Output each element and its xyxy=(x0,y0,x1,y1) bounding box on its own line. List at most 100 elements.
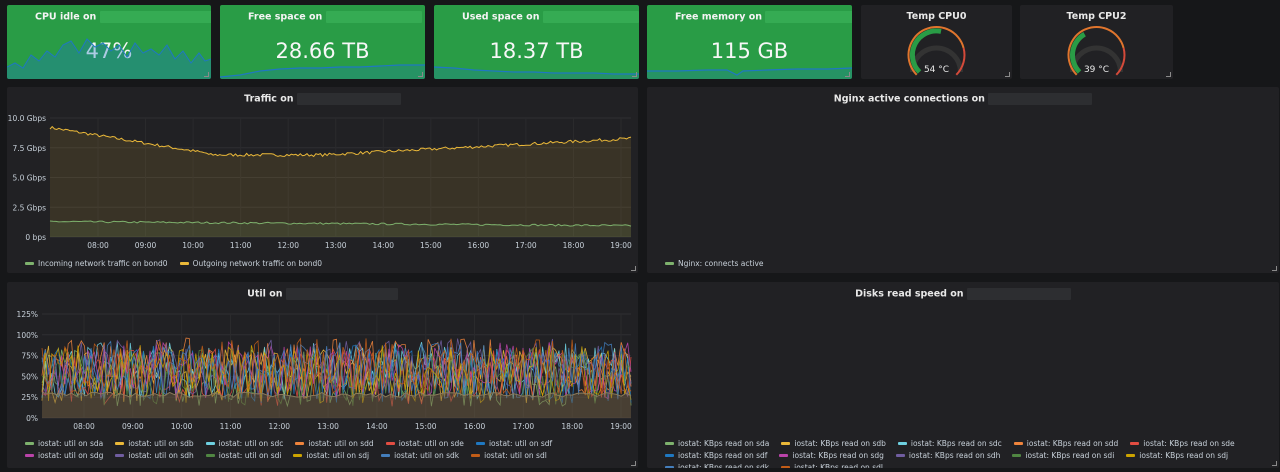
resize-handle[interactable] xyxy=(632,72,637,77)
graph-panel-traffic[interactable]: Traffic on 10.0 Gbps 7.5 Gbps 5.0 Gbps 2.5 … xyxy=(7,87,638,273)
y-tick-label: 0 bps xyxy=(25,233,46,242)
resize-handle[interactable] xyxy=(845,72,850,77)
legend-item[interactable]: iostat: util on sdl xyxy=(471,451,547,460)
legend-item[interactable]: iostat: util on sdi xyxy=(205,451,281,460)
resize-handle[interactable] xyxy=(1166,72,1171,77)
graph-plot[interactable]: 10.0 Gbps 7.5 Gbps 5.0 Gbps 2.5 Gbps 0 bps 08… xyxy=(7,87,638,273)
legend-swatch xyxy=(1012,454,1022,457)
legend-item[interactable]: iostat: util on sda xyxy=(25,439,103,448)
legend-item[interactable]: iostat: KBps read on sdb xyxy=(781,439,886,448)
resize-handle[interactable] xyxy=(631,266,636,271)
legend-swatch xyxy=(781,442,791,445)
x-tick-label: 15:00 xyxy=(415,422,437,431)
x-tick-label: 12:00 xyxy=(268,422,290,431)
graph-legend: Nginx: connects active xyxy=(665,259,1271,268)
graph-plot[interactable]: 12.0 K11.0 K10.0 K9.0 K8.0 K08:0009:0010… xyxy=(647,87,1279,273)
legend-label: iostat: util on sdd xyxy=(308,439,374,448)
graph-panel-disks[interactable]: Disks read speed on 80 MBs70 MBs60 MBs50… xyxy=(647,282,1279,468)
legend-swatch xyxy=(25,454,34,457)
stat-value: 115 GB xyxy=(710,39,789,63)
legend-item[interactable]: iostat: util on sde xyxy=(385,439,464,448)
legend-item[interactable]: iostat: KBps read on sdl xyxy=(781,463,883,468)
resize-handle[interactable] xyxy=(1272,461,1277,466)
legend-item[interactable]: iostat: KBps read on sdd xyxy=(1013,439,1118,448)
series-line xyxy=(41,344,632,404)
legend-item[interactable]: iostat: KBps read on sdj xyxy=(1126,451,1228,460)
stat-panel-free-memory[interactable]: Free memory on 115 GB xyxy=(647,5,852,79)
legend-swatch xyxy=(295,442,305,445)
legend-item[interactable]: Outgoing network traffic on bond0 xyxy=(179,259,322,268)
y-tick-label: 125% xyxy=(17,310,38,319)
resize-handle[interactable] xyxy=(631,461,636,466)
legend-label: iostat: util on sda xyxy=(38,439,104,448)
graph-plot[interactable]: 125% 100% 75% 50% 25% 0% 08:00 09:00 10:00 11:00 1… xyxy=(7,282,638,468)
x-tick-label: 19:00 xyxy=(610,241,632,250)
legend-item[interactable]: Incoming network traffic on bond0 xyxy=(25,259,168,268)
y-tick-label: 7.5 Gbps xyxy=(12,144,46,153)
panel-title[interactable]: Free memory on xyxy=(675,11,852,23)
panel-title[interactable]: Util on xyxy=(7,288,638,300)
x-tick-label: 10:00 xyxy=(171,422,193,431)
panel-title[interactable]: Traffic on xyxy=(7,93,638,105)
panel-title[interactable]: Disks read speed on xyxy=(647,288,1279,300)
panel-title[interactable]: Temp CPU0 xyxy=(906,11,967,22)
stat-panel-free-space[interactable]: Free space on 28.66 TB xyxy=(220,5,425,79)
resize-handle[interactable] xyxy=(418,72,423,77)
redacted-host xyxy=(99,11,211,23)
y-tick-label: 25% xyxy=(21,393,38,402)
legend-item[interactable]: iostat: util on sdh xyxy=(115,451,194,460)
legend-item[interactable]: Nginx: connects active xyxy=(665,259,764,268)
series-line xyxy=(41,391,632,398)
panel-title[interactable]: Used space on xyxy=(462,11,639,23)
gauge-panel-temp-cpu0[interactable]: Temp CPU0 54 °C xyxy=(861,5,1012,79)
legend-swatch xyxy=(781,466,791,468)
legend-item[interactable]: iostat: util on sdg xyxy=(25,451,103,460)
legend-item[interactable]: iostat: KBps read on sdc xyxy=(897,439,1002,448)
x-tick-label: 08:00 xyxy=(73,422,95,431)
legend-item[interactable]: iostat: KBps read on sdf xyxy=(665,451,767,460)
sparkline xyxy=(7,38,211,79)
graph-legend: iostat: KBps read on sda iostat: KBps rea… xyxy=(665,439,1271,468)
graph-panel-util[interactable]: Util on 125% 100% 75% 50% 25% 0% 08:00 09:00 10:… xyxy=(7,282,638,468)
legend-item[interactable]: iostat: KBps read on sdi xyxy=(1012,451,1114,460)
legend-swatch xyxy=(381,454,391,457)
panel-title[interactable]: Free space on xyxy=(248,11,425,23)
resize-handle[interactable] xyxy=(1005,72,1010,77)
legend-item[interactable]: iostat: KBps read on sdg xyxy=(779,451,884,460)
series-area xyxy=(50,126,631,237)
legend-item[interactable]: iostat: util on sdb xyxy=(115,439,194,448)
legend-label: iostat: KBps read on sdk xyxy=(678,463,770,468)
legend-label: iostat: util on sdh xyxy=(128,451,194,460)
legend-item[interactable]: iostat: KBps read on sdh xyxy=(895,451,1000,460)
legend-item[interactable]: iostat: util on sdj xyxy=(293,451,369,460)
stat-panel-cpu-idle[interactable]: CPU idle on 47% xyxy=(7,5,211,79)
redacted-host xyxy=(296,93,401,105)
legend-item[interactable]: iostat: KBps read on sdk xyxy=(665,463,769,468)
y-tick-label: 0% xyxy=(26,414,38,423)
legend-label: iostat: KBps read on sdc xyxy=(910,439,1002,448)
panel-title[interactable]: Nginx active connections on xyxy=(647,93,1279,105)
legend-item[interactable]: iostat: KBps read on sde xyxy=(1130,439,1235,448)
legend-item[interactable]: iostat: util on sdc xyxy=(205,439,283,448)
graph-panel-nginx[interactable]: Nginx active connections on 12.0 K11.0 K… xyxy=(647,87,1279,273)
legend-label: iostat: util on sdj xyxy=(306,451,370,460)
gauge-panel-temp-cpu2[interactable]: Temp CPU2 39 °C xyxy=(1020,5,1173,79)
legend-item[interactable]: iostat: KBps read on sda xyxy=(665,439,769,448)
x-tick-label: 17:00 xyxy=(513,422,535,431)
stat-value: 18.37 TB xyxy=(489,39,584,63)
legend-label: iostat: KBps read on sdb xyxy=(794,439,886,448)
resize-handle[interactable] xyxy=(204,72,209,77)
legend-item[interactable]: iostat: util on sdf xyxy=(475,439,552,448)
y-tick-label: 75% xyxy=(21,352,38,361)
x-tick-label: 16:00 xyxy=(468,241,490,250)
legend-swatch xyxy=(205,454,215,457)
resize-handle[interactable] xyxy=(1272,266,1277,271)
legend-item[interactable]: iostat: util on sdk xyxy=(381,451,459,460)
y-tick-label: 100% xyxy=(17,331,38,340)
series-area xyxy=(50,221,631,237)
stat-panel-used-space[interactable]: Used space on 18.37 TB xyxy=(434,5,639,79)
legend-item[interactable]: iostat: util on sdd xyxy=(295,439,374,448)
gauge: 39 °C xyxy=(1067,26,1126,76)
panel-title[interactable]: Temp CPU2 xyxy=(1066,11,1127,22)
panel-title[interactable]: CPU idle on xyxy=(35,11,211,23)
